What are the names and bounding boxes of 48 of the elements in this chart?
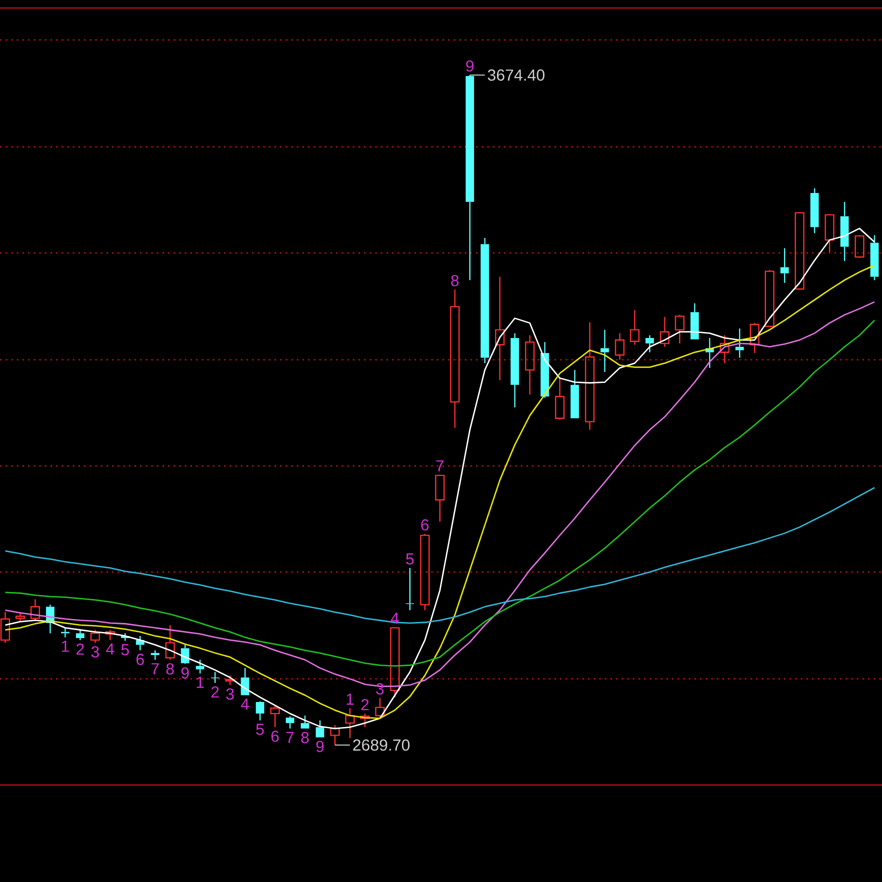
text: 4 [106,643,114,654]
text: 5 [121,644,129,656]
candlestick [600,329,609,373]
text: 8 [166,663,174,675]
candlestick [646,334,654,353]
candlestick [525,334,535,396]
text: 4 [240,698,250,710]
candlestick [614,332,625,360]
text: 1 [62,640,69,652]
text: 9 [316,740,324,752]
text: 7 [436,460,444,472]
text: 6 [421,519,429,531]
text: 3 [226,688,234,700]
text: 1 [346,694,354,705]
candlestick [570,369,579,418]
text: 1 [196,676,204,688]
text: 9 [181,667,189,679]
text: 2 [211,686,219,698]
candlestick [495,276,505,381]
text: 3 [91,646,99,658]
candlestick [584,322,595,430]
text: 8 [301,732,309,744]
annotation: 3674.40 [488,69,544,81]
text: 2 [361,698,369,710]
candlestick [510,332,520,408]
text: 9 [466,60,474,72]
candlestick [0,612,10,644]
candlestick [630,309,640,346]
candlestick [450,289,460,428]
text: 5 [256,724,264,735]
candlestick [660,316,670,348]
candlestick [690,302,699,340]
candlestick [540,341,549,398]
candlestick [105,629,115,641]
text: 5 [406,553,414,565]
text: 7 [151,663,159,674]
candlestick [76,629,84,641]
candlestick [480,237,490,364]
text: 2 [76,643,84,655]
text: 6 [271,730,279,742]
text: 7 [286,732,294,743]
annotation: 2689.70 [353,739,410,751]
text: 8 [451,274,459,286]
candlestick [840,201,849,262]
text: 6 [136,654,144,666]
text: 4 [390,612,399,624]
candlestick [60,627,70,638]
candlestick [780,248,789,284]
